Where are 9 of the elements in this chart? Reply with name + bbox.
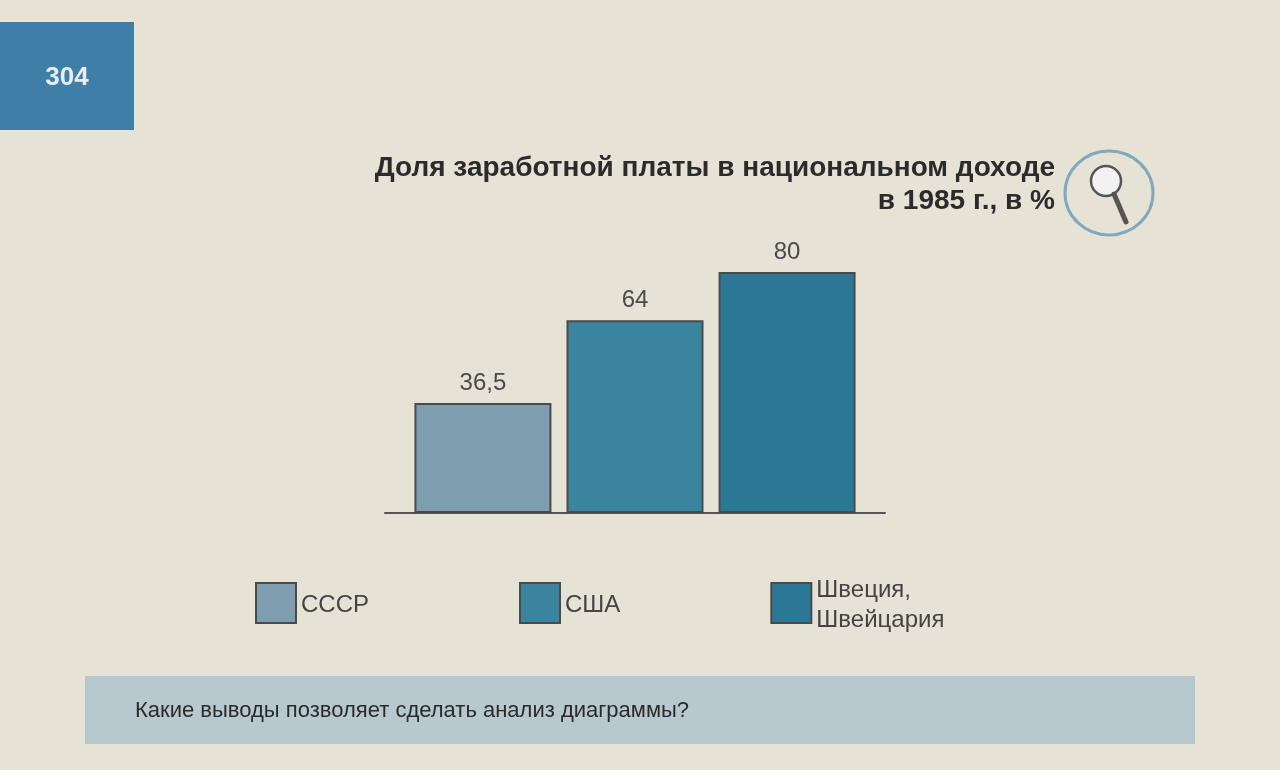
legend-label: США bbox=[565, 589, 621, 617]
text: 304 bbox=[45, 60, 89, 92]
text: Какие выводы позволяет сделать анализ диаграммы? bbox=[135, 697, 690, 723]
chart-title: Доля заработной платы в национальном доходе в 1985 г., в % bbox=[373, 150, 1055, 216]
data-label: 64 bbox=[621, 284, 649, 312]
data-label: 36,5 bbox=[459, 367, 507, 395]
legend-label: Швеция, Швейцария bbox=[816, 574, 945, 632]
data-label: 80 bbox=[773, 236, 801, 264]
legend-label: СССР bbox=[301, 589, 370, 617]
